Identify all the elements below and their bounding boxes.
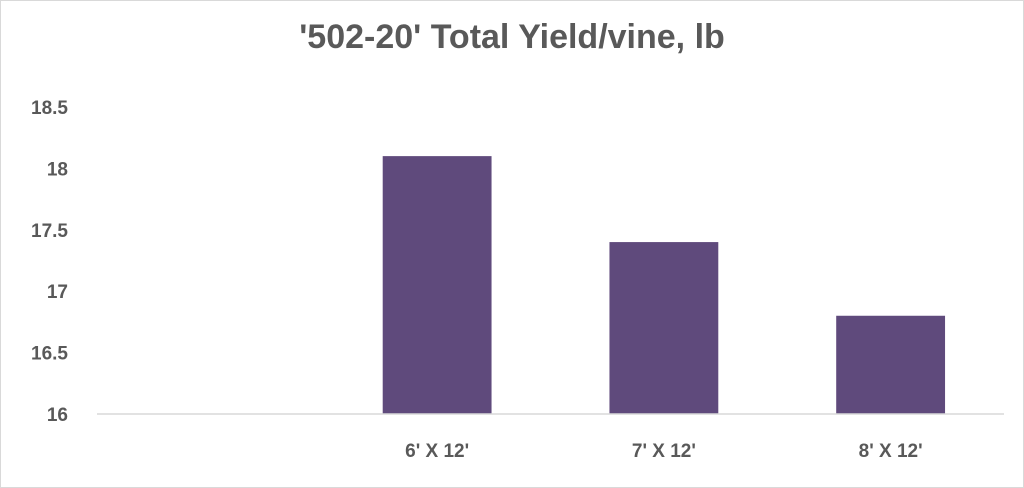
y-tick-label: 16.5 [31, 344, 68, 365]
y-tick-label: 16 [47, 405, 68, 426]
chart-title: '502-20' Total Yield/vine, lb [299, 18, 725, 56]
x-axis-labels: 6' X 12' 7' X 12' 8' X 12' [405, 441, 922, 462]
bar [382, 156, 492, 414]
y-axis-labels: 16 16.5 17 17.5 18 18.5 [31, 98, 68, 426]
bar [609, 242, 719, 414]
x-tick-label: 6' X 12' [405, 441, 469, 462]
bars [382, 156, 946, 414]
x-tick-label: 7' X 12' [632, 441, 696, 462]
y-tick-label: 17 [47, 282, 68, 303]
y-tick-label: 18 [47, 159, 68, 180]
y-tick-label: 18.5 [31, 98, 68, 119]
x-tick-label: 8' X 12' [859, 441, 923, 462]
y-tick-label: 17.5 [31, 221, 68, 242]
bar [836, 315, 946, 414]
